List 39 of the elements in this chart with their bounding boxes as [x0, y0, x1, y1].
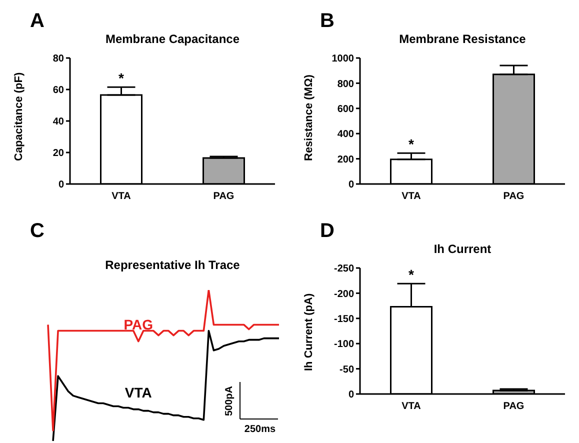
y-tick-label: -50 — [340, 364, 354, 376]
y-tick-label: 0 — [348, 180, 354, 191]
y-axis-title: Ih Current (pA) — [302, 293, 315, 371]
y-tick-label: 200 — [337, 154, 354, 166]
chart-title: Membrane Capacitance — [104, 32, 241, 46]
annotation: 500pA — [224, 386, 235, 416]
chart-title: Membrane Resistance — [398, 32, 527, 46]
y-tick-label: 0 — [58, 180, 64, 191]
x-tick-label: VTA — [402, 191, 421, 202]
annotation: 250ms — [244, 424, 276, 435]
y-tick-label: 20 — [52, 148, 64, 160]
y-tick-label: -250 — [334, 264, 354, 275]
text: D — [320, 220, 334, 243]
y-tick-label: 600 — [337, 104, 354, 115]
y-tick-label: 60 — [52, 85, 64, 96]
y-tick-label: 400 — [337, 129, 354, 140]
y-tick-label: -150 — [334, 314, 354, 325]
y-tick-label: 800 — [337, 78, 354, 90]
annotation: * — [118, 70, 125, 86]
y-axis-title: Resistance (MΩ) — [302, 74, 315, 161]
x-tick-label: VTA — [112, 191, 131, 202]
y-tick-label: 0 — [348, 390, 354, 401]
chart-title: Ih Current — [432, 242, 492, 256]
x-tick-label: PAG — [503, 191, 524, 202]
y-tick-label: 80 — [52, 54, 64, 65]
y-tick-label: 1000 — [332, 54, 354, 65]
annotation: * — [408, 266, 415, 283]
y-tick-label: -100 — [334, 339, 354, 350]
series-label: PAG — [124, 316, 154, 332]
x-tick-label: PAG — [213, 191, 234, 202]
annotation: * — [408, 136, 415, 152]
y-axis-title: Capacitance (pF) — [12, 72, 25, 161]
y-tick-label: 40 — [52, 116, 64, 128]
y-tick-label: -200 — [334, 288, 354, 300]
chart-title: Representative Ih Trace — [104, 258, 241, 272]
series-label: VTA — [124, 384, 152, 400]
text: C — [30, 220, 44, 243]
text: B — [320, 10, 334, 33]
text: A — [30, 10, 44, 33]
